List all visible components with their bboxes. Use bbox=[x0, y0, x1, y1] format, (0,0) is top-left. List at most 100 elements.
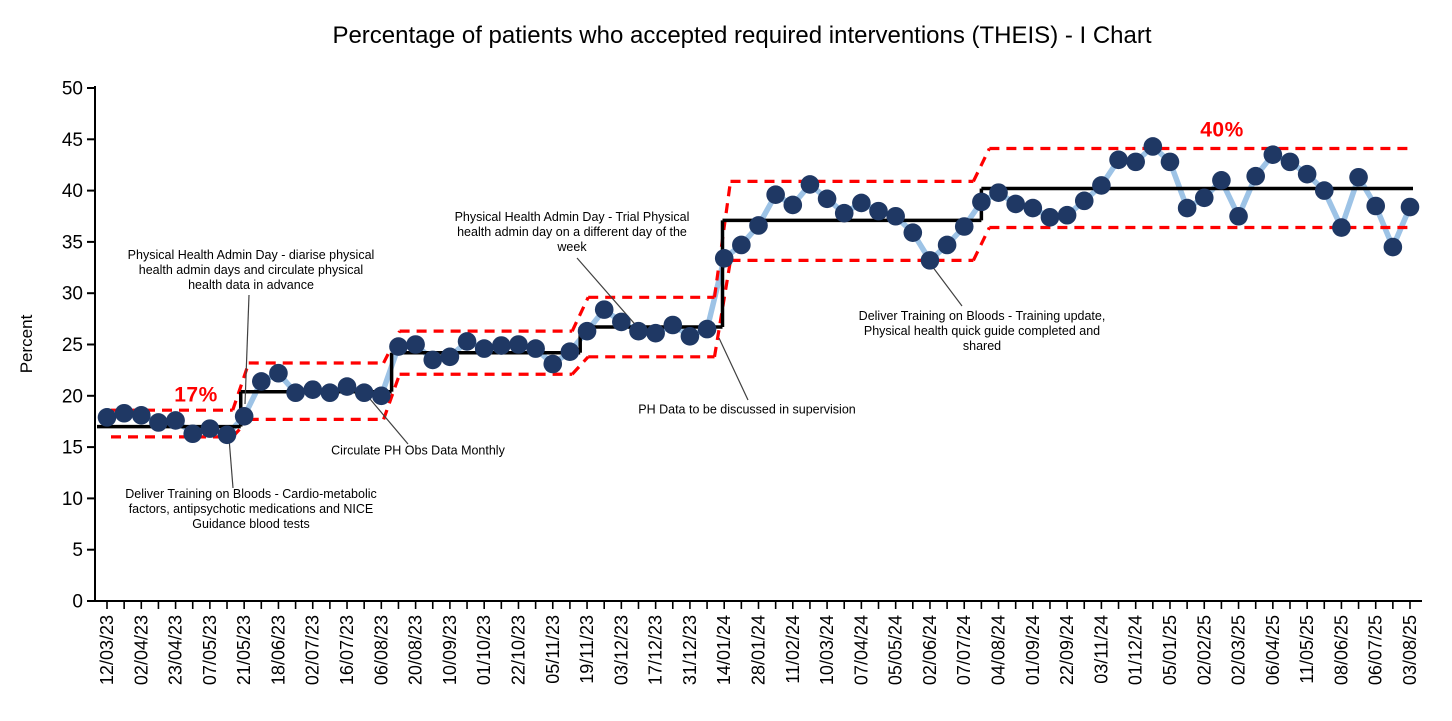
x-tick-label: 02/03/25 bbox=[1229, 615, 1249, 685]
x-tick-label: 02/04/23 bbox=[131, 615, 151, 685]
x-tick-label: 23/04/23 bbox=[166, 615, 186, 685]
data-point bbox=[749, 216, 768, 235]
x-tick-label: 06/08/23 bbox=[371, 615, 391, 685]
x-tick-label: 07/07/24 bbox=[954, 615, 974, 685]
data-point bbox=[1332, 218, 1351, 237]
data-points-layer bbox=[97, 137, 1420, 445]
x-tick-label: 22/09/24 bbox=[1057, 615, 1077, 685]
chart-title: Percentage of patients who accepted requ… bbox=[332, 22, 1151, 49]
x-tick-label: 11/02/24 bbox=[783, 615, 803, 684]
data-point bbox=[354, 383, 374, 403]
data-point bbox=[577, 321, 597, 341]
data-point bbox=[1143, 137, 1163, 156]
axes-layer: 0 5 10 15 20 25 30 35 40 45 50 12/03/23 02/04/23 23/0… bbox=[62, 79, 1422, 685]
data-point bbox=[1177, 198, 1197, 218]
x-tick-label: 06/07/25 bbox=[1366, 615, 1386, 685]
data-point bbox=[852, 193, 871, 213]
data-point bbox=[372, 386, 391, 406]
data-point bbox=[972, 192, 991, 212]
x-tick-label: 12/03/23 bbox=[97, 615, 117, 685]
x-tick-label: 10/03/24 bbox=[817, 615, 837, 685]
y-tick-label: 20 bbox=[62, 386, 83, 407]
data-point bbox=[834, 203, 854, 223]
data-point bbox=[680, 326, 700, 346]
x-tick-label: 28/01/24 bbox=[749, 615, 769, 685]
y-tick-label: 40 bbox=[62, 181, 83, 202]
x-tick-label: 01/10/23 bbox=[474, 615, 494, 685]
annotation-leader-line bbox=[931, 265, 963, 307]
data-point bbox=[234, 407, 254, 426]
data-point bbox=[440, 347, 460, 367]
data-point bbox=[1263, 145, 1283, 164]
x-tick-label: 14/01/24 bbox=[714, 615, 734, 685]
data-point bbox=[629, 321, 648, 341]
data-point bbox=[474, 339, 494, 358]
annotation-leader-line bbox=[718, 337, 749, 401]
x-tick-label: 03/12/23 bbox=[611, 615, 631, 685]
ucl-step-connector bbox=[971, 147, 991, 183]
data-point bbox=[1040, 207, 1060, 227]
x-tick-label: 03/11/24 bbox=[1091, 615, 1111, 684]
x-tick-label: 11/05/25 bbox=[1297, 615, 1317, 684]
x-tick-label: 05/01/25 bbox=[1160, 615, 1180, 685]
x-tick-label: 07/04/24 bbox=[851, 615, 871, 685]
y-tick-label: 25 bbox=[62, 335, 83, 356]
data-point bbox=[920, 251, 940, 270]
data-point bbox=[1057, 205, 1077, 225]
data-point bbox=[937, 235, 957, 255]
data-point bbox=[697, 319, 717, 339]
data-point bbox=[1349, 167, 1368, 187]
y-tick-label: 35 bbox=[62, 232, 83, 253]
x-tick-label: 17/12/23 bbox=[646, 615, 666, 685]
data-point bbox=[149, 413, 168, 432]
data-point bbox=[492, 336, 511, 355]
x-tick-label: 31/12/23 bbox=[680, 615, 700, 685]
x-tick-label: 03/08/25 bbox=[1400, 615, 1420, 685]
data-point bbox=[817, 189, 837, 209]
lcl-step-connector bbox=[971, 226, 991, 262]
data-point bbox=[766, 185, 785, 205]
y-tick-label: 30 bbox=[62, 284, 83, 305]
x-tick-label: 01/12/24 bbox=[1126, 615, 1146, 685]
data-point bbox=[800, 175, 820, 194]
x-tick-label: 06/04/25 bbox=[1263, 615, 1283, 685]
data-point bbox=[217, 425, 237, 445]
x-tick-label: 07/05/23 bbox=[200, 615, 220, 685]
y-tick-label: 50 bbox=[62, 79, 83, 100]
data-point bbox=[423, 350, 443, 370]
data-point bbox=[886, 206, 905, 226]
data-point bbox=[320, 383, 340, 403]
x-tick-label: 01/09/24 bbox=[1023, 615, 1043, 685]
data-point bbox=[286, 383, 305, 403]
data-point bbox=[543, 354, 563, 374]
data-point bbox=[183, 424, 203, 444]
x-tick-label: 04/08/24 bbox=[989, 615, 1009, 685]
data-point bbox=[1314, 181, 1334, 200]
data-point bbox=[714, 249, 734, 268]
x-tick-label: 19/11/23 bbox=[577, 615, 597, 684]
x-tick-label: 16/07/23 bbox=[337, 615, 357, 685]
data-point bbox=[1246, 166, 1265, 186]
x-tick-label: 05/11/23 bbox=[543, 615, 563, 684]
data-point bbox=[114, 403, 134, 423]
annotation-leader-line bbox=[228, 437, 234, 489]
data-point bbox=[1383, 237, 1403, 257]
y-tick-label: 10 bbox=[62, 489, 83, 510]
x-tick-label: 05/05/24 bbox=[886, 615, 906, 685]
data-point bbox=[131, 405, 151, 425]
data-point bbox=[1160, 152, 1180, 172]
data-point bbox=[560, 342, 580, 361]
data-point bbox=[1229, 206, 1248, 226]
data-point bbox=[903, 223, 923, 242]
annotation-leader-line bbox=[576, 257, 641, 331]
data-point bbox=[989, 183, 1008, 202]
data-point bbox=[166, 411, 185, 430]
data-point bbox=[1006, 194, 1025, 214]
y-tick-label: 45 bbox=[62, 130, 83, 151]
annotation-leader-line bbox=[369, 398, 409, 445]
data-point bbox=[1400, 197, 1420, 217]
y-axis-title: Percent bbox=[17, 314, 36, 373]
data-point bbox=[389, 337, 408, 356]
data-point bbox=[594, 300, 614, 319]
